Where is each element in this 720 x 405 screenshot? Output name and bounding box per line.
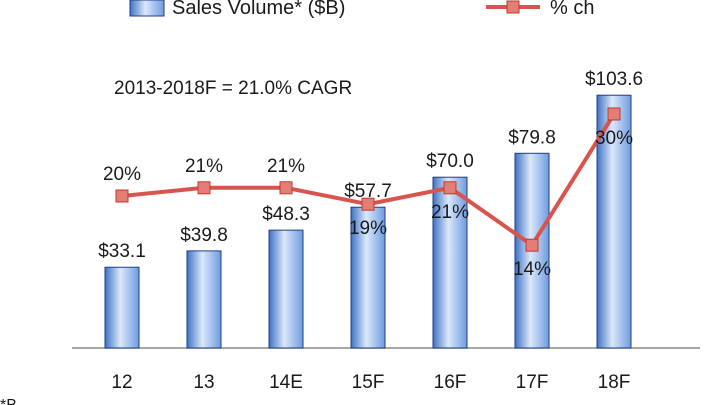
pct-marker [443, 181, 457, 195]
legend-bar-label: Sales Volume* ($B) [172, 0, 345, 19]
x-tick-label: 16F [434, 372, 467, 393]
pct-line [115, 107, 621, 252]
x-tick-label: 13 [193, 372, 214, 393]
footnote: *B [0, 397, 17, 405]
legend-bar-swatch [129, 0, 165, 17]
bar-value-label: $57.7 [344, 181, 392, 202]
bar-labels: $33.1 $39.8 $48.3 $57.7 $70.0 $79.8 $103.6 [98, 69, 643, 262]
pct-marker [607, 107, 621, 121]
x-tick-label: 14E [269, 372, 303, 393]
pct-marker [525, 238, 539, 252]
pct-value-label: 21% [267, 156, 305, 177]
bar-value-label: $39.8 [180, 225, 228, 246]
legend-line-label: % ch [550, 0, 594, 19]
bar-12 [104, 266, 140, 349]
pct-marker [279, 181, 293, 195]
x-tick-labels: 12 13 14E 15F 16F 17F 18F [111, 372, 630, 393]
pct-labels: 20% 21% 21% 19% 21% 14% 30% [103, 128, 633, 280]
pct-value-label: 14% [513, 259, 551, 280]
bar-value-label: $33.1 [98, 241, 146, 262]
pct-value-label: 21% [431, 202, 469, 223]
x-tick-label: 18F [598, 372, 631, 393]
bars [104, 94, 632, 349]
pct-value-label: 19% [349, 218, 387, 239]
x-tick-label: 12 [111, 372, 132, 393]
bar-value-label: $70.0 [426, 151, 474, 172]
bar-value-label: $48.3 [262, 204, 310, 225]
cagr-annotation: 2013-2018F = 21.0% CAGR [114, 78, 352, 99]
pct-value-label: 20% [103, 164, 141, 185]
bar-14E [268, 229, 304, 349]
legend-line-marker [506, 0, 520, 14]
x-tick-label: 17F [516, 372, 549, 393]
x-tick-label: 15F [352, 372, 385, 393]
bar-13 [186, 250, 222, 349]
pct-marker [197, 181, 211, 195]
pct-value-label: 21% [185, 156, 223, 177]
pct-marker [361, 197, 375, 211]
pct-marker [115, 189, 129, 203]
legend: Sales Volume* ($B) % ch [129, 0, 594, 19]
bar-16F [432, 176, 468, 349]
bar-value-label: $79.8 [508, 127, 556, 148]
bar-value-label: $103.6 [585, 69, 643, 90]
bar-15F [350, 206, 386, 349]
bar-18F [596, 94, 632, 349]
pct-value-label: 30% [595, 128, 633, 149]
